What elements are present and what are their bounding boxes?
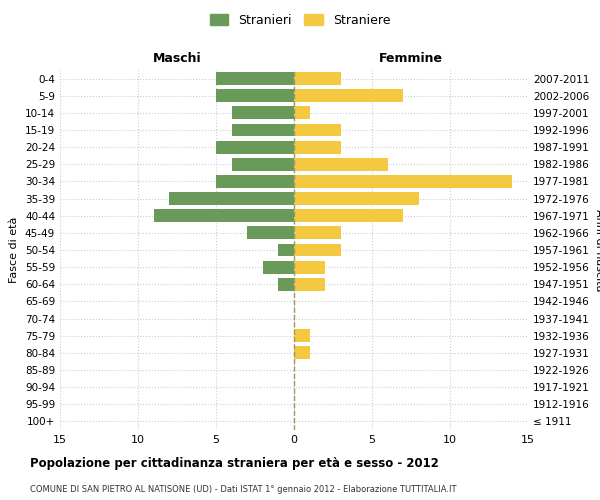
Bar xyxy=(294,158,388,170)
Legend: Stranieri, Straniere: Stranieri, Straniere xyxy=(205,8,395,32)
Text: COMUNE DI SAN PIETRO AL NATISONE (UD) - Dati ISTAT 1° gennaio 2012 - Elaborazion: COMUNE DI SAN PIETRO AL NATISONE (UD) - … xyxy=(30,485,457,494)
Bar xyxy=(294,90,403,102)
Bar xyxy=(294,72,341,85)
Bar xyxy=(232,158,294,170)
Bar xyxy=(294,330,310,342)
Bar xyxy=(263,260,294,274)
Bar xyxy=(294,244,341,256)
Bar xyxy=(294,226,341,239)
Bar xyxy=(294,278,325,290)
Y-axis label: Fasce di età: Fasce di età xyxy=(10,217,19,283)
Bar xyxy=(216,72,294,85)
Bar xyxy=(294,192,419,205)
Bar xyxy=(216,140,294,153)
Bar xyxy=(294,175,512,188)
Bar xyxy=(232,124,294,136)
Bar xyxy=(294,260,325,274)
Bar xyxy=(216,90,294,102)
Bar xyxy=(294,346,310,360)
Bar xyxy=(169,192,294,205)
Bar xyxy=(216,175,294,188)
Bar xyxy=(247,226,294,239)
Bar xyxy=(154,210,294,222)
Bar xyxy=(294,124,341,136)
Bar xyxy=(278,244,294,256)
Bar xyxy=(278,278,294,290)
Bar xyxy=(294,210,403,222)
Y-axis label: Anni di nascita: Anni di nascita xyxy=(593,209,600,291)
Text: Popolazione per cittadinanza straniera per età e sesso - 2012: Popolazione per cittadinanza straniera p… xyxy=(30,458,439,470)
Bar xyxy=(294,106,310,120)
Bar xyxy=(294,140,341,153)
Bar xyxy=(232,106,294,120)
